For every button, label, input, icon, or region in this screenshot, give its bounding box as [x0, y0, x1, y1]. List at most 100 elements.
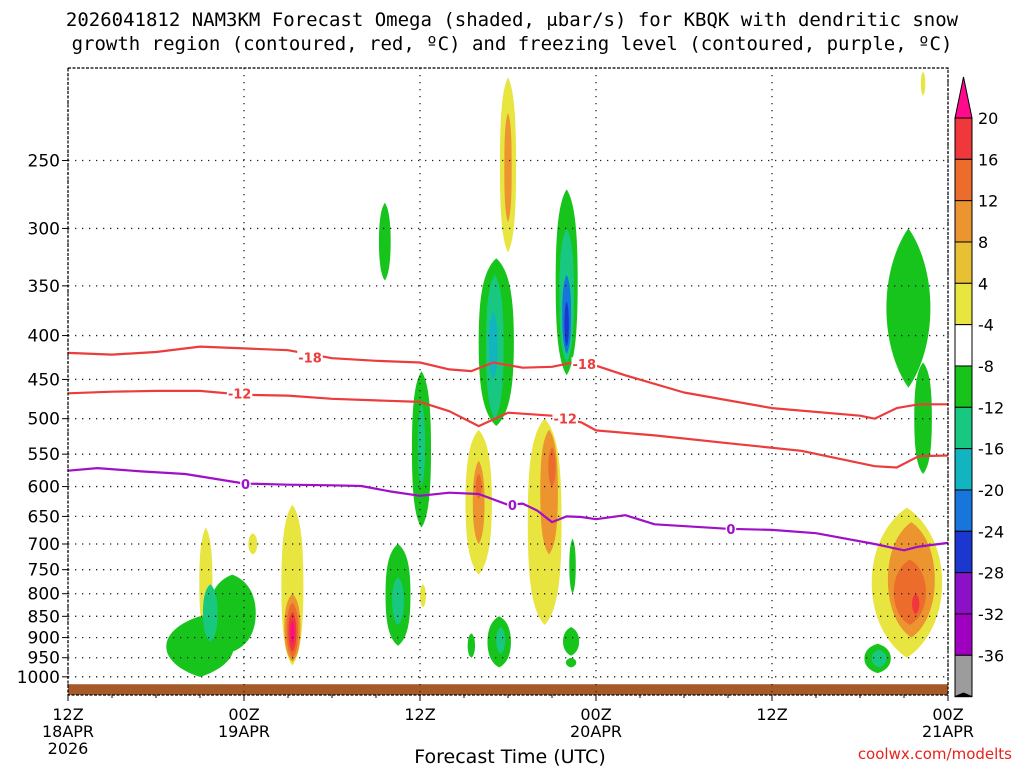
x-tick-label: 19APR [218, 722, 270, 741]
contour-label: -18 [298, 351, 322, 366]
axes: 2503003504004505005506006507007508008509… [17, 67, 974, 758]
omega-region--4 [565, 657, 577, 668]
contour-line--18 [67, 345, 948, 420]
colorbar-band [954, 158, 973, 202]
contour-label-bg [240, 477, 251, 492]
omega-region-20 [290, 620, 295, 644]
colorbar-band [954, 200, 973, 243]
x-tick-label: 00Z [932, 705, 963, 724]
colorbar-label: -24 [978, 522, 1004, 541]
y-tick-label: 450 [28, 370, 60, 390]
y-tick-label: 550 [28, 445, 60, 465]
x-tick-label: 21APR [922, 722, 974, 741]
terrain-ground [68, 684, 948, 695]
colorbar-band [954, 572, 973, 615]
omega-region-4 [920, 71, 926, 96]
contour-label-bg [571, 357, 598, 372]
colorbar-label: 4 [978, 274, 988, 293]
colorbar-band [954, 448, 973, 491]
y-tick-label: 650 [28, 507, 60, 527]
y-tick-label: 250 [28, 152, 60, 172]
colorbar-bottom-triangle [954, 692, 973, 698]
omega-region--4 [467, 633, 475, 658]
colorbar-label: -4 [978, 316, 994, 335]
omega-region--8 [496, 627, 506, 654]
contour-label: -18 [573, 358, 597, 373]
omega-region--8 [871, 649, 887, 668]
contour-label: -12 [553, 413, 577, 428]
colorbar: 20 16 12 8 4 -4 -8 -12 -16 -20 -24 -28 -32 -36 [954, 76, 1004, 698]
x-axis-label: Forecast Time (UTC) [414, 746, 606, 768]
omega-region-16 [912, 593, 920, 615]
omega-region-4 [248, 533, 258, 555]
contour-label: 0 [241, 478, 250, 493]
omega-region-8 [472, 460, 485, 544]
omega-region--4 [569, 538, 576, 594]
omega-region--8 [202, 584, 218, 642]
colorbar-band [954, 324, 973, 367]
y-tick-label: 1000 [17, 668, 60, 688]
colorbar-label: 20 [978, 109, 998, 128]
contour-label-bg [226, 386, 253, 401]
chart-title-line-2: growth region (contoured, red, ºC) and f… [71, 33, 953, 55]
colorbar-label: 16 [978, 150, 998, 169]
contour-line-0 [67, 467, 949, 552]
omega-region-8 [504, 112, 512, 223]
colorbar-label: -8 [978, 357, 994, 376]
x-tick-label: 2026 [48, 739, 89, 758]
colorbar-label: -28 [978, 564, 1004, 583]
x-tick-label: 12Z [756, 705, 787, 724]
colorbar-label: -32 [978, 605, 1004, 624]
contour-label-bg [725, 521, 737, 536]
y-tick-label: 300 [28, 219, 60, 239]
omega-region--4 [378, 202, 391, 281]
omega-region--4 [563, 627, 580, 656]
omega-region--4 [886, 228, 931, 388]
y-tick-label: 950 [28, 649, 60, 669]
contour-label-bg [297, 350, 323, 365]
contour-label: 0 [508, 499, 517, 514]
ground-fill [68, 684, 948, 695]
omega-region-12 [548, 447, 556, 487]
y-tick-label: 600 [28, 478, 60, 498]
x-tick-label: 12Z [52, 705, 83, 724]
y-tick-label: 750 [28, 561, 60, 581]
contour-label: -12 [228, 387, 252, 402]
x-tick-label: 00Z [580, 705, 611, 724]
omega-region-12 [475, 473, 482, 499]
colorbar-band [954, 282, 973, 326]
x-tick-label: 18APR [42, 722, 94, 741]
omega-region--8 [417, 403, 426, 487]
x-tick-label: 12Z [404, 705, 435, 724]
y-tick-label: 350 [28, 277, 60, 297]
y-tick-label: 400 [28, 327, 60, 347]
colorbar-label: 8 [978, 233, 988, 252]
colorbar-band [954, 654, 973, 698]
colorbar-band [954, 489, 973, 532]
y-tick-label: 700 [28, 535, 60, 555]
x-tick-label: 00Z [228, 705, 259, 724]
colorbar-band [954, 406, 973, 450]
colorbar-band [954, 365, 973, 408]
contour-label: 0 [726, 523, 735, 538]
colorbar-band [954, 613, 973, 656]
colorbar-band [954, 241, 973, 284]
colorbar-label: -20 [978, 481, 1004, 500]
colorbar-band [954, 530, 973, 574]
y-tick-label: 500 [28, 410, 60, 430]
colorbar-band [954, 117, 973, 160]
omega-region-8 [540, 429, 558, 555]
x-tick-label: 20APR [570, 722, 622, 741]
omega-region--4 [166, 616, 234, 677]
contour-label-bg [552, 411, 578, 426]
colorbar-top-triangle [954, 76, 973, 119]
y-tick-label: 800 [28, 585, 60, 605]
omega-region--8 [392, 577, 404, 625]
chart-title-line-1: 2026041812 NAM3KM Forecast Omega (shaded… [65, 9, 959, 31]
colorbar-label: -36 [978, 646, 1004, 665]
y-tick-label: 850 [28, 607, 60, 627]
omega-region-4 [420, 584, 426, 608]
y-tick-label: 900 [28, 629, 60, 649]
colorbar-label: -12 [978, 398, 1004, 417]
